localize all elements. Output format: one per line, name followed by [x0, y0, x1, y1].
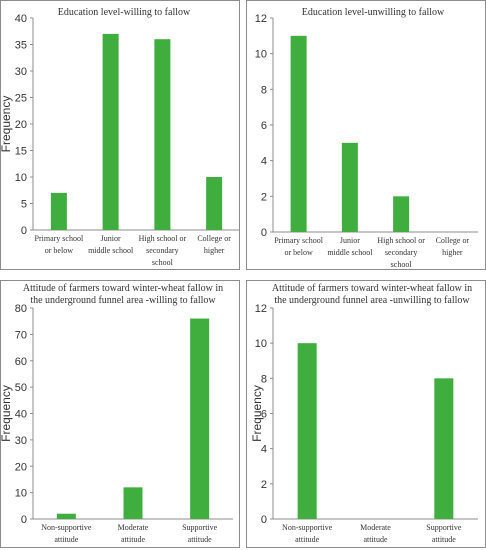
chart-attitude-willing: Attitude of farmers toward winter-wheat …: [0, 280, 240, 548]
y-tick-label: 50: [15, 382, 27, 394]
bar: [393, 196, 410, 232]
x-tick-label: Non-supportive: [41, 523, 92, 532]
y-tick-label: 10: [15, 488, 27, 500]
x-tick-label: Primary school: [35, 234, 84, 243]
y-axis-label: Frequency: [0, 96, 13, 153]
bar: [123, 487, 143, 519]
y-tick-label: 35: [15, 40, 27, 52]
x-tick-label: higher: [442, 248, 463, 257]
y-tick-label: 20: [15, 461, 27, 473]
x-tick-label: or below: [45, 246, 73, 255]
y-tick-label: 10: [255, 49, 267, 61]
chart-education-unwilling: Education level-unwilling to fallow 0 2 4 6 8…: [246, 0, 486, 270]
x-tick-label: school: [391, 260, 413, 269]
bar: [154, 39, 171, 231]
x-tick-label: middle school: [327, 248, 373, 257]
y-tick-label: 0: [21, 514, 27, 526]
y-tick-label: 8: [261, 84, 267, 96]
chart-education-willing: Education level-willing to fallow Frequen…: [0, 0, 240, 270]
x-tick-label: Non-supportive: [282, 523, 333, 532]
bar: [190, 318, 210, 519]
y-tick-label: 30: [15, 66, 27, 78]
x-tick-label: secondary: [146, 246, 178, 255]
x-tick-label: attitude: [364, 535, 388, 544]
y-tick-label: 12: [255, 303, 267, 315]
x-tick-label: College or: [197, 234, 231, 243]
bar: [434, 378, 454, 519]
y-tick-label: 80: [15, 303, 27, 315]
chart-frame: [246, 0, 486, 270]
y-tick-label: 6: [261, 409, 267, 421]
x-tick-label: Junior: [340, 236, 360, 245]
y-tick-label: 60: [15, 356, 27, 368]
x-tick-label: Supportive: [182, 523, 218, 532]
x-tick-label: attitude: [432, 535, 456, 544]
x-tick-label: secondary: [385, 248, 417, 257]
y-tick-label: 4: [261, 156, 267, 168]
x-tick-label: attitude: [54, 535, 78, 544]
y-tick-label: 30: [15, 435, 27, 447]
x-tick-label: middle school: [88, 246, 134, 255]
y-tick-label: 15: [15, 146, 27, 158]
y-tick-label: 2: [261, 479, 267, 491]
chart-title: Education level-willing to fallow: [58, 7, 191, 18]
bar: [50, 192, 67, 230]
chart-frame: [0, 0, 240, 270]
x-tick-label: school: [152, 258, 174, 267]
y-tick-label: 2: [261, 191, 267, 203]
x-tick-label: attitude: [121, 535, 145, 544]
x-tick-label: higher: [204, 246, 225, 255]
x-tick-label: High school or: [139, 234, 187, 243]
y-tick-label: 8: [261, 373, 267, 385]
y-tick-label: 40: [15, 409, 27, 421]
chart-title: the underground funnel area -unwilling t…: [274, 295, 470, 306]
y-tick-label: 40: [15, 13, 27, 25]
y-tick-label: 70: [15, 329, 27, 341]
y-axis-label: Frequency: [250, 385, 264, 442]
x-tick-label: attitude: [295, 535, 319, 544]
chart-title: Education level-unwilling to fallow: [302, 7, 445, 18]
x-tick-label: Primary school: [274, 236, 323, 245]
y-tick-label: 5: [21, 199, 27, 211]
x-tick-label: Moderate: [360, 523, 391, 532]
bar: [206, 177, 223, 230]
chart-title: Attitude of farmers toward winter-wheat …: [23, 283, 223, 294]
y-tick-label: 0: [261, 514, 267, 526]
x-tick-label: High school or: [377, 236, 425, 245]
x-tick-label: attitude: [188, 535, 212, 544]
x-tick-label: or below: [285, 248, 313, 257]
y-tick-label: 0: [21, 225, 27, 237]
y-tick-label: 20: [15, 119, 27, 131]
bar: [56, 513, 76, 519]
chart-attitude-unwilling: Attitude of farmers toward winter-wheat …: [246, 280, 486, 548]
bar: [297, 343, 317, 519]
chart-title: the underground funnel area -willing to …: [30, 295, 216, 306]
y-tick-label: 6: [261, 120, 267, 132]
bar: [341, 142, 358, 232]
bar: [102, 33, 119, 231]
y-tick-label: 10: [15, 172, 27, 184]
y-axis-label: Frequency: [0, 385, 13, 442]
x-tick-label: Supportive: [426, 523, 462, 532]
y-tick-label: 25: [15, 93, 27, 105]
x-tick-label: Moderate: [118, 523, 149, 532]
y-tick-label: 12: [255, 13, 267, 25]
bar: [290, 35, 307, 233]
y-tick-label: 10: [255, 338, 267, 350]
chart-title: Attitude of farmers toward winter-wheat …: [272, 283, 472, 294]
y-tick-label: 4: [261, 444, 267, 456]
x-tick-label: College or: [436, 236, 470, 245]
y-tick-label: 0: [261, 227, 267, 239]
x-tick-label: Junior: [101, 234, 121, 243]
